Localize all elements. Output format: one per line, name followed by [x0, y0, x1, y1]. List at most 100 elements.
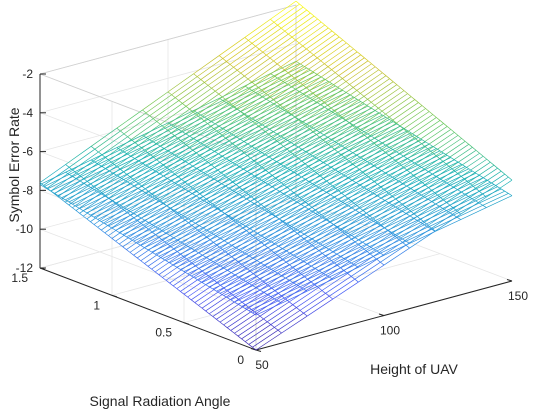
mesh-line [366, 204, 393, 218]
mesh-line [288, 301, 294, 305]
mesh-line [356, 142, 383, 156]
mesh-line [265, 75, 292, 94]
mesh-line [265, 93, 270, 97]
mesh-line [50, 190, 55, 194]
mesh-line [351, 207, 356, 211]
mesh-line [202, 270, 207, 275]
mesh-line [90, 187, 95, 190]
mesh-line [212, 279, 218, 283]
mesh-line [305, 151, 310, 155]
mesh-line [152, 184, 179, 198]
mesh-line [194, 265, 221, 279]
mesh-line [177, 172, 204, 186]
mesh-line [207, 106, 234, 120]
mesh-line [83, 170, 110, 184]
mesh-line [277, 93, 303, 107]
mesh-line [399, 153, 404, 157]
mesh-line [207, 174, 211, 178]
mesh-line [302, 84, 307, 88]
mesh-line [104, 214, 131, 234]
mesh-line [145, 152, 172, 166]
mesh-line [316, 157, 321, 161]
mesh-line [138, 148, 165, 162]
mesh-line [301, 164, 328, 178]
mesh-line [292, 270, 319, 283]
mesh-line [196, 155, 223, 169]
mesh-line [174, 97, 180, 101]
mesh-line [428, 170, 455, 188]
mesh-line [431, 216, 458, 230]
mesh-line [317, 102, 321, 106]
mesh-line [229, 132, 234, 136]
mesh-line [112, 200, 117, 204]
mesh-line [214, 178, 219, 182]
mesh-line [287, 100, 314, 113]
mesh-line [178, 116, 205, 130]
mesh-line [333, 224, 338, 227]
mesh-line [273, 131, 277, 135]
mesh-line [321, 273, 348, 291]
mesh-line [279, 178, 306, 192]
mesh-line [151, 213, 178, 233]
mesh-line [403, 90, 408, 94]
mesh-line [352, 140, 379, 154]
mesh-line [319, 195, 345, 214]
mesh-line [225, 145, 252, 159]
mesh-line [316, 130, 321, 133]
mesh-line [171, 140, 197, 154]
mesh-line [304, 221, 331, 235]
mesh-line [360, 93, 365, 97]
mesh-line [275, 176, 302, 190]
mesh-line [405, 228, 432, 242]
mesh-line [381, 142, 386, 146]
mesh-line [387, 230, 392, 234]
mesh-line [101, 221, 105, 225]
mesh-line [508, 193, 513, 196]
mesh-line [238, 281, 265, 300]
mesh-line [152, 196, 157, 200]
mesh-line [181, 186, 186, 190]
mesh-line [264, 197, 291, 211]
mesh-line [298, 134, 325, 148]
mesh-line [65, 199, 69, 203]
mesh-line [342, 39, 347, 44]
mesh-line [407, 158, 411, 161]
axes [39, 73, 513, 352]
mesh-line [130, 183, 135, 187]
mesh-line [388, 192, 393, 197]
mesh-line [301, 204, 305, 208]
mesh-line [167, 165, 193, 179]
mesh-line [94, 186, 99, 191]
mesh-line [453, 187, 458, 191]
mesh-line [363, 119, 390, 132]
mesh-line [435, 203, 440, 207]
mesh-line [72, 163, 99, 177]
mesh-line [352, 125, 357, 129]
mesh-line [363, 146, 390, 160]
mesh-line [286, 207, 313, 225]
mesh-line [86, 212, 91, 216]
mesh-line [385, 116, 390, 120]
mesh-line [504, 173, 509, 178]
mesh-line [238, 249, 243, 253]
mesh-line [245, 267, 250, 272]
y-axis-label: Signal Radiation Angle [90, 393, 231, 409]
mesh-line [115, 202, 120, 206]
mesh-line [130, 121, 158, 140]
mesh-line [220, 238, 225, 242]
mesh-line [389, 146, 393, 150]
mesh-line [298, 42, 304, 47]
mesh-line [214, 149, 241, 168]
mesh-line [274, 290, 279, 294]
mesh-line [297, 195, 302, 199]
mesh-line [198, 267, 225, 281]
mesh-line [163, 203, 167, 207]
mesh-line [205, 293, 232, 312]
mesh-line [363, 134, 368, 138]
mesh-line [249, 271, 275, 284]
mesh-line [251, 24, 278, 44]
mesh-line [252, 312, 257, 316]
mesh-line [100, 229, 106, 234]
mesh-line [286, 195, 291, 199]
mesh-line [227, 290, 232, 294]
